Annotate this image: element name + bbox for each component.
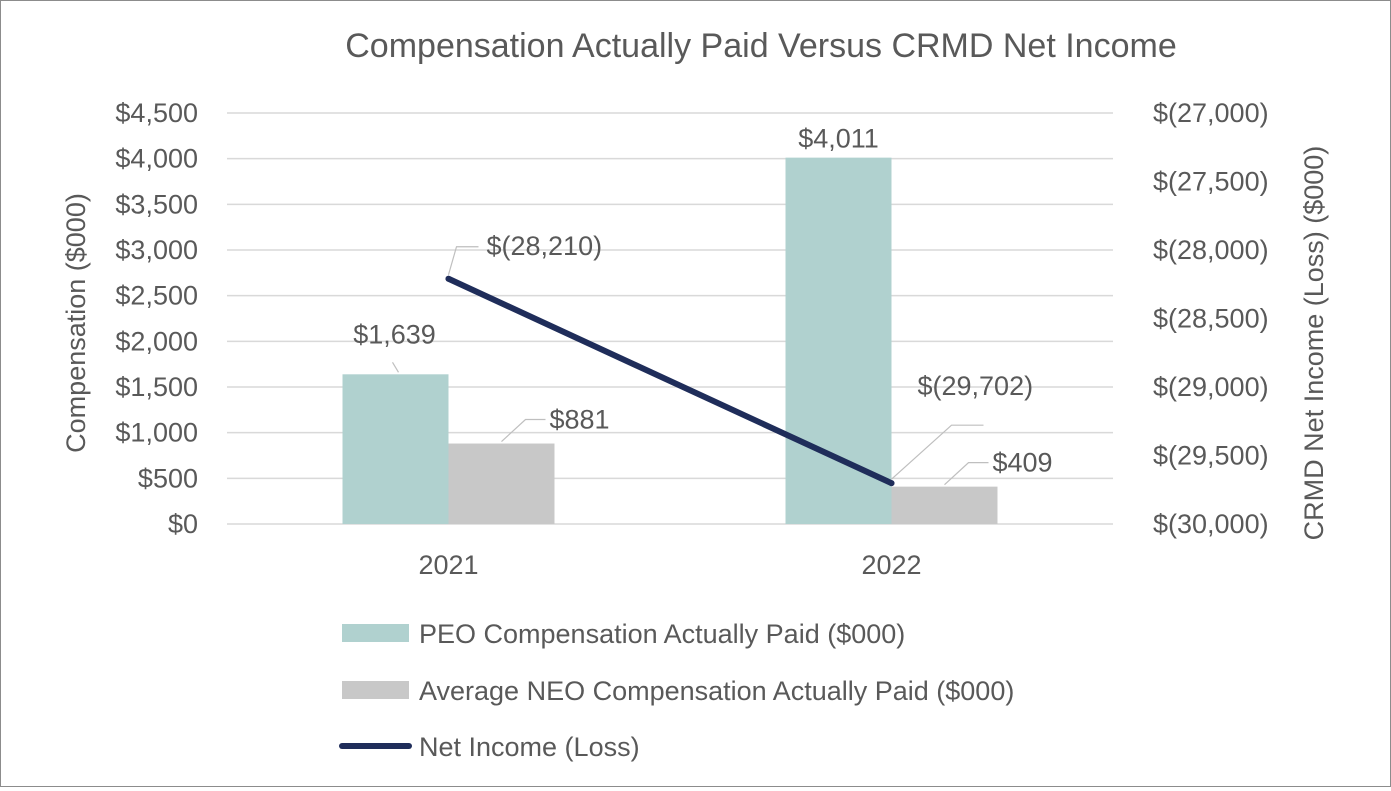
leader-line (891, 424, 984, 480)
data-label: $4,011 (798, 124, 879, 154)
line-point (888, 480, 895, 487)
y-axis-label: Compensation ($000) (61, 193, 91, 453)
y2-tick-label: $(29,000) (1153, 372, 1269, 402)
legend-item: Net Income (Loss) (339, 732, 640, 762)
category-label: 2021 (418, 550, 478, 580)
y-tick-label: $1,000 (115, 418, 198, 448)
leader-line (447, 246, 479, 275)
legend-label: PEO Compensation Actually Paid ($000) (419, 619, 905, 649)
y2-tick-label: $(30,000) (1153, 509, 1269, 539)
legend-swatch (342, 681, 409, 699)
line-point (445, 275, 452, 282)
chart-title: Compensation Actually Paid Versus CRMD N… (345, 27, 1176, 65)
y-tick-label: $4,000 (115, 144, 198, 174)
y2-axis-label: CRMD Net Income (Loss) ($000) (1299, 146, 1329, 541)
legend-label: Net Income (Loss) (419, 732, 640, 762)
y-tick-label: $2,500 (115, 281, 198, 311)
data-label: $881 (550, 405, 610, 435)
net-income-line (445, 275, 895, 487)
y-tick-label: $2,000 (115, 326, 198, 356)
y2-tick-label: $(28,000) (1153, 235, 1269, 265)
legend-label: Average NEO Compensation Actually Paid (… (419, 676, 1014, 706)
right-axis-ticks: $(30,000) $(29,500) $(29,000) $(28,500) $(28… (1153, 98, 1269, 539)
data-label: $(29,702) (918, 371, 1034, 401)
y2-tick-label: $(28,500) (1153, 304, 1269, 334)
leader-line (944, 462, 989, 486)
bar (785, 157, 892, 525)
left-axis-ticks: $0 $500 $1,000 $1,500 $2,000 $2,500 $3,000 $3,5… (115, 98, 198, 539)
legend: PEO Compensation Actually Paid ($000) Ave… (339, 619, 1014, 762)
bars (342, 157, 998, 525)
category-label: 2022 (861, 550, 921, 580)
y2-tick-label: $(27,500) (1153, 167, 1269, 197)
bar (891, 486, 998, 524)
y2-tick-label: $(27,000) (1153, 98, 1269, 128)
y-tick-label: $1,500 (115, 372, 198, 402)
data-label: $(28,210) (487, 231, 603, 261)
legend-item: Average NEO Compensation Actually Paid (… (342, 676, 1014, 706)
leader-lines (391, 246, 989, 486)
leader-line (501, 418, 546, 442)
y-tick-label: $3,000 (115, 235, 198, 265)
y-tick-label: $3,500 (115, 189, 198, 219)
bar (448, 443, 555, 524)
data-label: $409 (993, 448, 1053, 478)
y-tick-label: $4,500 (115, 98, 198, 128)
legend-swatch (342, 624, 409, 642)
net-income-line-group (445, 275, 895, 487)
y-tick-label: $0 (168, 509, 198, 539)
data-label: $1,639 (353, 319, 436, 349)
y2-tick-label: $(29,500) (1153, 441, 1269, 471)
data-labels: $1,639 $881 $4,011 $409 $(28,210) $(29,702) (353, 124, 1052, 478)
y-tick-label: $500 (138, 463, 198, 493)
leader-line (391, 361, 400, 373)
bar (342, 374, 449, 524)
legend-item: PEO Compensation Actually Paid ($000) (342, 619, 905, 649)
category-axis: 2021 2022 (418, 550, 921, 580)
